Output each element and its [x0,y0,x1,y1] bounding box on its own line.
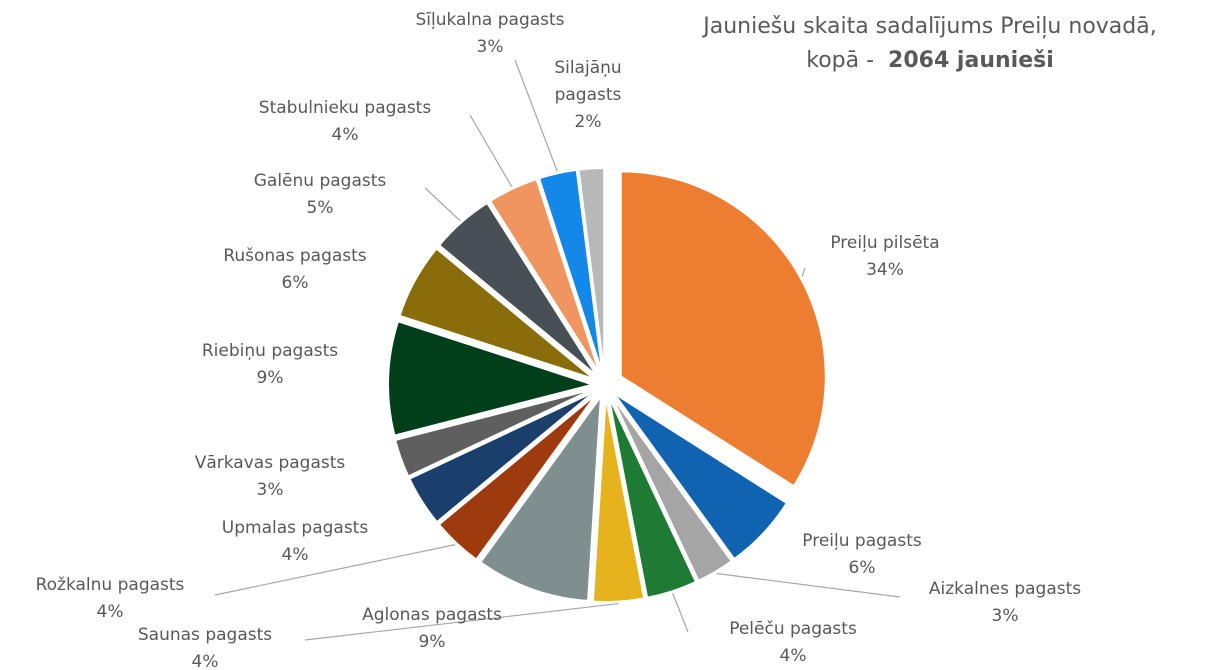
label-name: Pelēču pagasts [729,619,857,639]
pie-slice [393,388,595,478]
label-value: 3% [256,480,284,500]
leader-line [304,602,619,641]
label-name: Galēnu pagasts [253,171,387,191]
pie-slice [591,396,646,603]
pie-slice [577,167,606,374]
label-value: 4% [96,602,124,622]
pie-slice [408,390,596,524]
data-label: Vārkavas pagasts 3% [195,450,346,504]
label-name: Aglonas pagasts [362,605,502,625]
label-name: Saunas pagasts [137,625,273,645]
pie-slice [387,320,597,437]
leader-line [672,593,689,633]
title-text: kopā - [806,48,875,73]
label-value: 9% [418,632,446,652]
label-name: Silajāņu pagasts [554,58,622,105]
label-name: Stabulnieku pagasts [258,98,432,118]
data-label: Preiļu pilsēta 34% [830,230,939,284]
data-label: Pelēču pagasts 4% [729,616,857,670]
data-label: Riebiņu pagasts 9% [202,338,338,392]
pie-slice [607,395,698,599]
leader-line [214,544,456,596]
data-label: Rožkalnu pagasts 4% [36,572,185,626]
leader-line [424,187,461,222]
label-name: Sīļukalna pagasts [415,10,565,30]
leader-line [716,572,901,598]
label-value: 4% [331,125,359,145]
label-name: Rušonas pagasts [223,246,367,266]
chart-title: Jauniešu skaita sadalījums Preiļu novadā… [640,10,1220,78]
data-label: Upmalas pagasts 4% [222,515,368,569]
pie-slice [479,392,603,602]
leader-line [469,114,513,188]
data-label: Saunas pagasts 4% [138,622,272,670]
title-line: kopā - 2064 jaunieši [640,44,1220,78]
label-value: 6% [848,558,876,578]
label-value: 3% [476,37,504,57]
label-name: Upmalas pagasts [221,518,369,538]
pie-slice [619,170,827,488]
leader-line [514,59,558,172]
label-name: Preiļu pagasts [802,531,922,551]
title-line: Jauniešu skaita sadalījums Preiļu novadā… [703,14,1157,39]
data-label: Rušonas pagasts 6% [223,243,366,297]
data-label: Stabulnieku pagasts 4% [259,95,431,149]
pie-slice [612,392,789,561]
pie-slice [398,247,596,381]
label-value: 3% [991,606,1019,626]
label-name: Riebiņu pagasts [201,341,339,361]
label-value: 6% [281,273,309,293]
title-emphasis: 2064 jaunieši [888,48,1054,73]
label-value: 5% [306,198,334,218]
leader-line [801,267,806,277]
label-value: 34% [866,260,904,280]
label-value: 2% [574,112,602,132]
pie-slice [488,177,601,375]
pie-slice [537,168,604,374]
label-name: Preiļu pilsēta [830,233,940,253]
data-label: Silajāņu pagasts 2% [538,55,638,136]
data-label: Aizkalnes pagasts 3% [929,576,1081,630]
label-value: 4% [191,652,219,670]
label-name: Vārkavas pagasts [194,453,346,473]
label-name: Rožkalnu pagasts [35,575,185,595]
data-label: Sīļukalna pagasts 3% [415,7,564,61]
label-value: 4% [281,545,309,565]
pie-slice [437,201,598,377]
data-label: Preiļu pagasts 6% [802,528,921,582]
label-value: 9% [256,368,284,388]
pie-slice [437,392,598,561]
label-name: Aizkalnes pagasts [928,579,1082,599]
label-value: 4% [779,646,807,666]
pie-slice [610,394,734,583]
data-label: Aglonas pagasts 9% [362,602,502,656]
data-label: Galēnu pagasts 5% [254,168,387,222]
